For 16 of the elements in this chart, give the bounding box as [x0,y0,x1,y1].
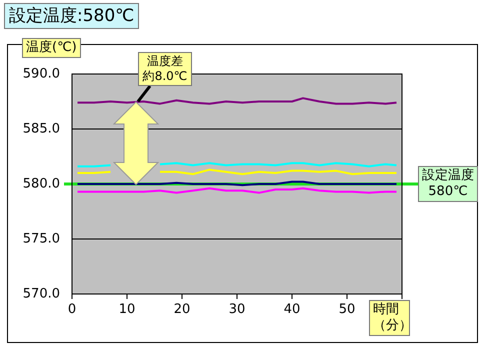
chart-title: 設定温度:580℃ [4,3,140,29]
x-tick-label: 0 [68,302,76,318]
y-axis-title: 温度(℃) [22,38,81,58]
x-tick-label: 20 [174,302,190,318]
x-tick-label: 50 [338,302,356,318]
x-tick-label: 30 [228,302,246,318]
y-tick-label: 575.0 [22,231,60,246]
x-tick-label: 10 [118,302,136,318]
annotation: 温度差約8.0℃ [138,52,192,86]
y-tick-label: 590.0 [22,66,60,82]
x-tick-label: 40 [284,302,300,318]
y-tick-label: 580.0 [22,176,60,192]
y-tick-label: 585.0 [22,121,60,136]
x-axis-title: 時間（分） [369,300,412,336]
ref-line-label: 設定温度 580℃ [418,166,478,202]
y-tick-label: 570.0 [22,286,60,302]
